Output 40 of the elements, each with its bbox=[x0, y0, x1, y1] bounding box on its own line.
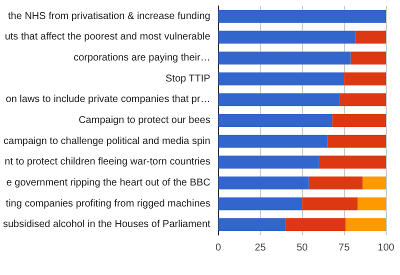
bar bbox=[332, 114, 386, 127]
bar bbox=[218, 52, 351, 64]
x-tick-label: 25 bbox=[254, 242, 266, 254]
bar bbox=[362, 176, 386, 190]
bar bbox=[218, 197, 302, 210]
x-tick-label: 100 bbox=[378, 242, 395, 254]
y-tick-label: e government ripping the heart out of the BBC bbox=[6, 177, 210, 188]
bar bbox=[218, 218, 286, 232]
x-tick-label: 0 bbox=[216, 242, 222, 254]
y-tick-label: ting companies profiting from rigged machines bbox=[6, 198, 210, 210]
y-tick-label: campaign to challenge political and media spin bbox=[4, 136, 210, 147]
bar bbox=[346, 218, 386, 232]
bar bbox=[218, 176, 309, 190]
y-tick-label: the NHS from privatisation & increase funding bbox=[8, 10, 210, 22]
y-tick-label: Campaign to protect our bees bbox=[78, 115, 210, 126]
y-tick-label: on laws to include private companies that pr… bbox=[6, 94, 210, 106]
bar bbox=[218, 114, 332, 127]
bar bbox=[318, 156, 386, 169]
bar bbox=[350, 52, 386, 64]
bar bbox=[285, 218, 346, 232]
y-tick-label: subsidised alcohol in the Houses of Parliament bbox=[2, 219, 211, 230]
bar bbox=[356, 30, 386, 44]
y-tick-label: nt to protect children fleeing war-torn countries bbox=[4, 156, 210, 168]
bar bbox=[218, 93, 340, 106]
y-tick-label: corporations are paying their… bbox=[74, 52, 210, 64]
x-tick-label: 75 bbox=[338, 242, 350, 254]
y-tick-label: Stop TTIP bbox=[165, 73, 211, 84]
bar bbox=[327, 134, 386, 148]
bar bbox=[218, 72, 344, 86]
y-tick-label: uts that affect the poorest and most vulnerable bbox=[4, 32, 211, 43]
bar bbox=[358, 197, 386, 210]
bar bbox=[302, 197, 358, 210]
bar bbox=[218, 156, 319, 169]
bar bbox=[344, 72, 386, 86]
bar bbox=[218, 10, 386, 23]
bar bbox=[218, 134, 328, 148]
x-tick-label: 50 bbox=[296, 242, 308, 254]
bar bbox=[218, 30, 356, 44]
bar bbox=[339, 93, 386, 106]
bar bbox=[308, 176, 363, 190]
